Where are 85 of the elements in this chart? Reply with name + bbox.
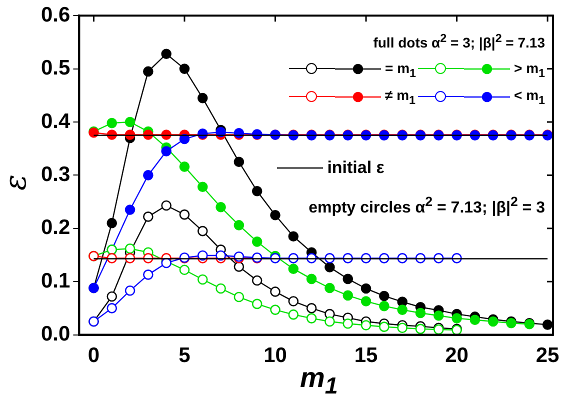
point	[342, 318, 354, 329]
point	[324, 262, 335, 272]
y-axis-title: ε	[0, 174, 34, 191]
point	[324, 316, 335, 327]
point	[270, 210, 280, 220]
x-tick-label: 25	[536, 344, 560, 368]
point	[342, 290, 354, 301]
point	[197, 226, 208, 236]
point	[306, 313, 317, 324]
point	[252, 275, 262, 286]
point	[234, 292, 244, 302]
y-tick-label: 0.5	[40, 56, 71, 80]
point	[106, 118, 118, 128]
point	[288, 231, 299, 242]
point	[288, 309, 299, 320]
point	[397, 304, 408, 315]
point	[306, 274, 317, 284]
point	[397, 322, 408, 334]
point	[161, 200, 172, 211]
point	[179, 209, 190, 220]
point	[288, 264, 299, 274]
y-tick-label: 0.2	[40, 216, 70, 240]
x-tick-label: 10	[264, 344, 287, 368]
x-tick-label: 20	[445, 344, 468, 368]
point	[179, 64, 190, 74]
point	[143, 170, 154, 180]
point	[161, 146, 172, 156]
point	[470, 314, 480, 326]
point	[360, 283, 372, 294]
x-axis-title: m$_{1}$	[300, 362, 338, 400]
legend-label: ≠ m$_{1}$	[385, 87, 416, 108]
y-tick-label: 0.4	[40, 110, 71, 133]
point	[252, 186, 262, 196]
point	[216, 202, 226, 212]
legend-label: < m$_{1}$	[514, 87, 545, 108]
legend-label: = m$_{1}$	[385, 60, 416, 80]
point	[360, 320, 372, 330]
point	[179, 264, 190, 276]
point	[106, 303, 118, 314]
point	[197, 182, 208, 192]
point	[342, 274, 354, 284]
y-tick-label: 0.3	[40, 162, 70, 186]
point	[379, 322, 390, 332]
point	[360, 296, 372, 306]
point	[415, 308, 426, 318]
point	[143, 66, 154, 77]
annotation: full dots α$^{2}$ = 3; |β|$^{2}$ = 7.13	[373, 32, 545, 50]
x-tick-label: 5	[178, 344, 191, 368]
point	[143, 212, 154, 222]
y-tick-label: 0.1	[40, 269, 71, 292]
point	[270, 286, 280, 297]
point	[124, 204, 136, 215]
point	[234, 220, 244, 230]
legend-label: initial ε	[327, 158, 384, 178]
legend-label: > m$_{1}$	[514, 60, 545, 80]
point	[197, 274, 208, 285]
point	[252, 236, 262, 247]
point	[452, 313, 462, 324]
point	[143, 270, 154, 280]
point	[197, 92, 208, 104]
x-tick-label: 15	[354, 344, 378, 368]
point	[234, 156, 244, 168]
point	[306, 303, 317, 314]
x-tick-label: 0	[88, 344, 100, 368]
point	[324, 282, 335, 294]
point	[161, 48, 172, 60]
point	[252, 298, 262, 310]
point	[216, 283, 226, 294]
point	[379, 300, 390, 312]
point	[124, 116, 136, 128]
point	[179, 162, 190, 172]
point	[234, 262, 244, 272]
y-tick-label: 0.0	[40, 322, 70, 346]
y-tick-label: 0.6	[40, 3, 70, 26]
point	[415, 324, 426, 334]
point	[124, 285, 136, 296]
point	[542, 320, 553, 330]
point	[106, 218, 118, 228]
point	[106, 291, 118, 302]
annotation: empty circles α$^{2}$ = 7.13; |β|$^{2}$ = 3	[308, 194, 545, 217]
point	[433, 310, 444, 321]
point	[288, 296, 299, 306]
point	[379, 290, 390, 302]
point	[124, 243, 136, 254]
point	[270, 304, 280, 315]
